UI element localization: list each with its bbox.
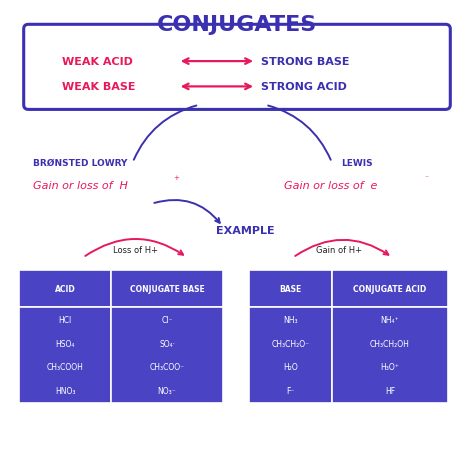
Text: HF: HF [385,386,395,396]
Text: BRØNSTED LOWRY: BRØNSTED LOWRY [33,158,128,168]
Text: H₃O⁺: H₃O⁺ [381,363,399,372]
Text: HSO₄: HSO₄ [55,339,75,348]
FancyBboxPatch shape [19,271,111,308]
Text: H₂O: H₂O [283,363,298,372]
Text: ⁻: ⁻ [424,173,428,182]
Text: Gain of H+: Gain of H+ [316,246,362,255]
FancyArrowPatch shape [155,201,220,224]
Text: STRONG ACID: STRONG ACID [261,82,346,92]
Text: CH₃COOH: CH₃COOH [47,363,83,372]
FancyArrowPatch shape [85,240,183,257]
Text: HNO₃: HNO₃ [55,386,75,396]
Text: BASE: BASE [279,285,301,294]
FancyBboxPatch shape [249,271,332,308]
Text: F⁻: F⁻ [286,386,294,396]
Text: Gain or loss of  H: Gain or loss of H [33,181,128,191]
Text: CONJUGATE ACID: CONJUGATE ACID [353,285,427,294]
FancyBboxPatch shape [249,308,332,403]
Text: HCl: HCl [59,315,72,324]
FancyBboxPatch shape [111,271,223,308]
Text: CH₃COO⁻: CH₃COO⁻ [149,363,185,372]
Text: CH₃CH₂OH: CH₃CH₂OH [370,339,410,348]
Text: NO₃⁻: NO₃⁻ [158,386,176,396]
Text: EXAMPLE: EXAMPLE [216,225,274,235]
Text: +: + [173,174,179,181]
FancyBboxPatch shape [332,308,448,403]
Text: WEAK ACID: WEAK ACID [62,57,133,67]
Text: NH₃: NH₃ [283,315,298,324]
Text: Gain or loss of  e: Gain or loss of e [284,181,378,191]
FancyBboxPatch shape [332,271,448,308]
Text: CONJUGATE BASE: CONJUGATE BASE [130,285,204,294]
Text: WEAK BASE: WEAK BASE [62,82,135,92]
FancyArrowPatch shape [295,240,388,257]
Text: CONJUGATES: CONJUGATES [157,15,317,35]
FancyArrowPatch shape [134,106,196,160]
Text: LEWIS: LEWIS [341,158,373,168]
FancyArrowPatch shape [268,106,331,160]
Text: CH₃CH₂O⁻: CH₃CH₂O⁻ [271,339,310,348]
FancyBboxPatch shape [111,308,223,403]
FancyBboxPatch shape [24,25,450,110]
Text: ACID: ACID [55,285,75,294]
Text: STRONG BASE: STRONG BASE [261,57,349,67]
Text: Cl⁻: Cl⁻ [161,315,173,324]
Text: Loss of H+: Loss of H+ [113,246,157,255]
FancyBboxPatch shape [19,308,111,403]
Text: SO₄·: SO₄· [159,339,175,348]
Text: NH₄⁺: NH₄⁺ [381,315,399,324]
